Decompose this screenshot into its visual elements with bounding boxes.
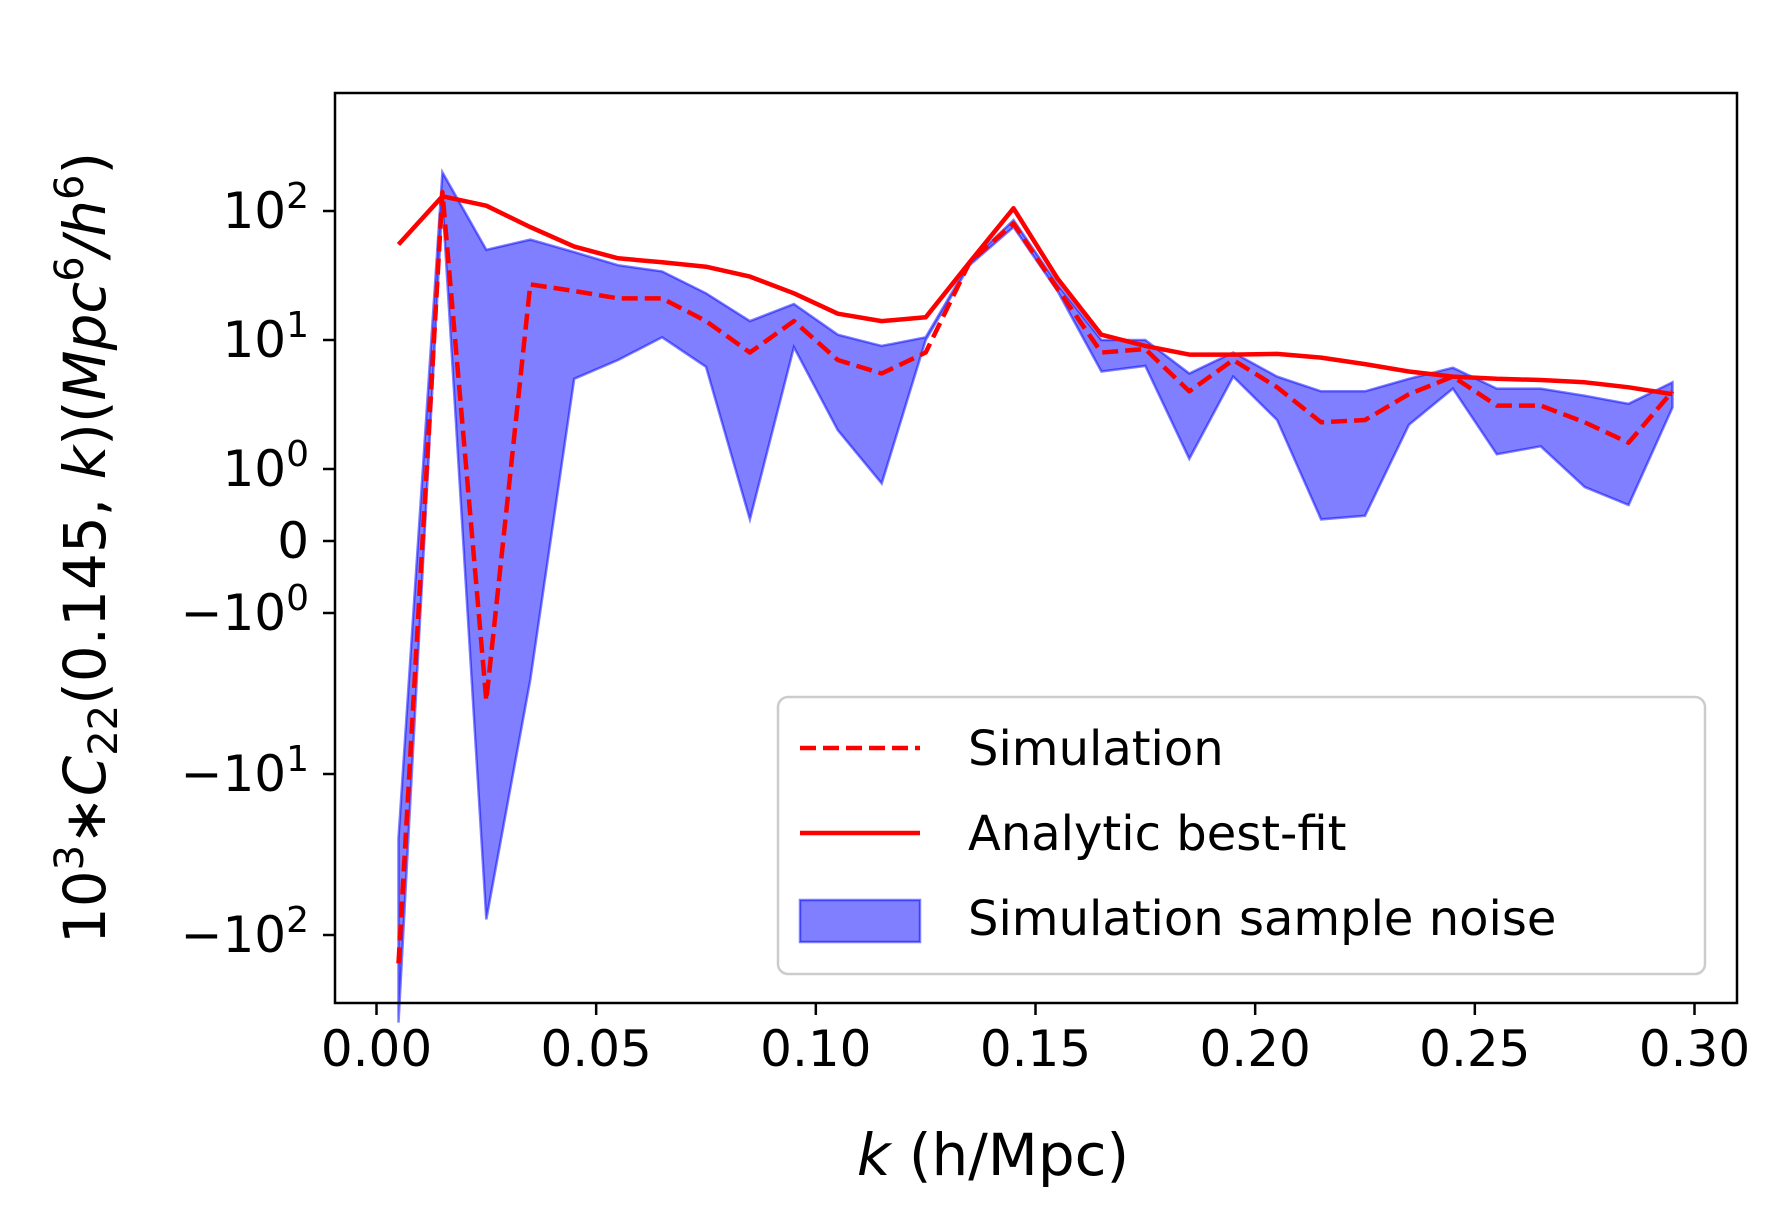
series-line-analytic-best-fit [396, 194, 1673, 397]
y-tick-label: 0 [277, 512, 309, 570]
x-tick-label: 0.00 [321, 1020, 432, 1078]
y-tick-label: 102 [222, 176, 309, 240]
x-axis-title: k (h/Mpc) [857, 1121, 1129, 1189]
x-tick-label: 0.15 [980, 1020, 1091, 1078]
noise-band-layer [397, 167, 1674, 1023]
y-tick-label: 100 [222, 434, 309, 498]
y-axis-title: 103∗C22(0.145, k)(Mpc6/h6) [47, 152, 127, 944]
x-ticks: 0.00 0.05 0.10 0.15 0.20 0.25 0.30 [321, 1003, 1750, 1078]
x-tick-label: 0.20 [1200, 1020, 1311, 1078]
legend-label-noise: Simulation sample noise [968, 891, 1556, 947]
noise-band [397, 167, 1674, 1023]
x-tick-label: 0.05 [541, 1020, 652, 1078]
legend-swatch-noise [798, 898, 922, 944]
series-lines-layer [396, 189, 1675, 964]
y-ticks: 102 101 100 0 −100 −101 −102 [181, 176, 335, 964]
legend-label-analytic: Analytic best-fit [968, 806, 1346, 862]
x-tick-label: 0.10 [760, 1020, 871, 1078]
series-line-simulation [396, 189, 1675, 964]
legend-box [776, 695, 1707, 976]
y-tick-label: 101 [222, 305, 309, 369]
y-tick-label: −100 [181, 578, 309, 642]
legend-label-simulation: Simulation [968, 721, 1224, 777]
legend: Simulation Analytic best-fit Simulation … [776, 695, 1707, 976]
x-tick-label: 0.30 [1639, 1020, 1750, 1078]
y-tick-label: −102 [181, 900, 309, 964]
y-tick-label: −101 [181, 739, 309, 803]
x-tick-label: 0.25 [1419, 1020, 1530, 1078]
